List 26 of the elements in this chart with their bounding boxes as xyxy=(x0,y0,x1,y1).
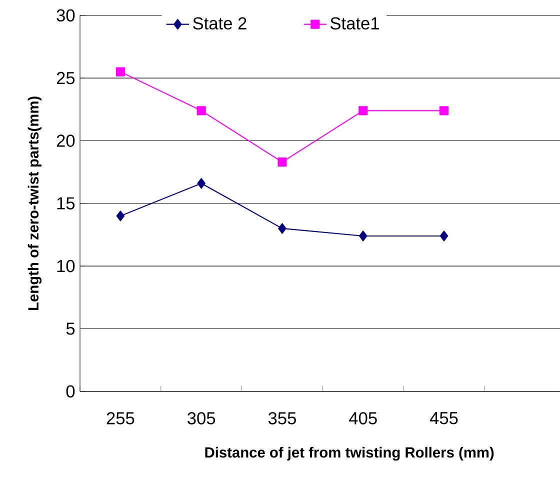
point xyxy=(439,106,449,116)
y-axis-title: Length of zero-twist parts(mm) xyxy=(28,96,42,310)
y-tick-label: 25 xyxy=(56,72,75,84)
point xyxy=(278,158,287,167)
y-tick-label: 10 xyxy=(57,260,75,272)
x-tick-label: 455 xyxy=(430,412,458,424)
point xyxy=(196,106,206,116)
x-axis-title: Distance of jet from twisting Rollers (mm) xyxy=(205,446,494,461)
point xyxy=(440,230,448,242)
x-tick-label: 355 xyxy=(268,412,296,424)
point xyxy=(197,178,206,189)
point xyxy=(116,210,125,222)
y-tick-label: 15 xyxy=(57,197,75,210)
y-tick-label: 0 xyxy=(66,385,75,398)
x-tick-label: 255 xyxy=(106,412,134,424)
y-tick-label: 20 xyxy=(56,134,75,147)
point xyxy=(358,230,368,242)
point xyxy=(116,67,125,76)
x-tick-label: 305 xyxy=(188,412,216,424)
point xyxy=(278,223,286,234)
y-tick-label: 30 xyxy=(56,9,75,22)
point xyxy=(358,106,368,116)
legend-label: State 2 xyxy=(193,17,246,30)
x-tick-label: 405 xyxy=(349,412,377,424)
y-tick-label: 5 xyxy=(66,322,75,335)
legend-label: State1 xyxy=(330,17,379,30)
